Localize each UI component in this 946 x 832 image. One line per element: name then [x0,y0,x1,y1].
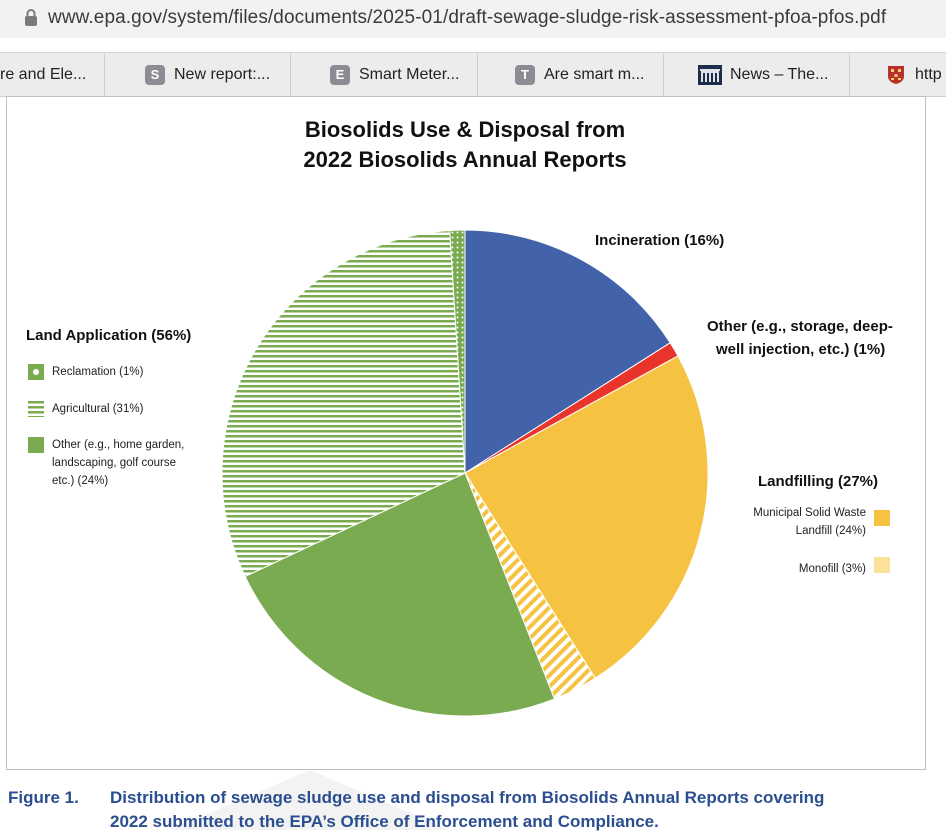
bookmark-item[interactable]: re and Ele... [0,53,105,96]
reclamation-swatch [28,364,44,380]
other-land-legend-label: Other (e.g., home garden, landscaping, g… [52,436,184,490]
bookmark-label: re and Ele... [0,65,87,83]
monofill-swatch [874,557,890,573]
pie-slice-agricultural-5 [221,229,466,578]
other-disposal-label-line2: well injection, etc.) (1%) [716,341,886,358]
bookmark-label: http [915,65,942,83]
bookmark-label: Are smart m... [544,65,645,83]
bookmark-item[interactable]: S New report:... [105,53,291,96]
bookmark-label: News – The... [730,65,829,83]
chart-title-line2: 2022 Biosolids Annual Reports [303,147,627,172]
bookmarks-bar: re and Ele... S New report:... E Smart M… [0,52,946,97]
favicon-icon: E [330,64,350,85]
address-bar[interactable]: www.epa.gov/system/files/documents/2025-… [0,0,946,38]
reclamation-legend-label: Reclamation (1%) [52,366,144,378]
bookmark-item[interactable]: T Are smart m... [479,53,664,96]
monofill-legend-label: Monofill (3%) [798,563,866,575]
agricultural-legend-label: Agricultural (31%) [52,403,144,415]
pie-slice-municipal-2 [464,355,709,679]
other-land-swatch [28,437,44,453]
incineration-label: Incineration (16%) [595,232,725,249]
crest-icon [888,65,904,84]
favicon-icon: T [515,64,535,85]
land-application-heading: Land Application (56%) [26,327,192,344]
watermark-shape [170,770,450,830]
other-land-line3: etc.) (24%) [52,475,109,487]
other-land-line1: Other (e.g., home garden, [52,439,185,451]
pie-slice-reclamation-6 [449,229,466,474]
other-land-line2: landscaping, golf course [52,457,177,469]
figure-number: Figure 1. [8,788,79,807]
landfilling-heading: Landfilling (27%) [758,473,878,490]
bookmark-label: Smart Meter... [359,65,460,83]
msw-legend-line2: Landfill (24%) [795,525,866,537]
bookmark-item[interactable]: News – The... [665,53,850,96]
msw-legend-label: Municipal Solid Waste Landfill (24%) [732,504,866,540]
bookmark-label: New report:... [174,65,271,83]
url-text[interactable]: www.epa.gov/system/files/documents/2025-… [48,7,887,28]
bookmark-item[interactable]: http [851,53,946,96]
bookmark-item[interactable]: E Smart Meter... [292,53,478,96]
favicon-icon: S [145,64,165,85]
pie-slice-other-4 [244,472,556,717]
msw-swatch [874,510,890,526]
caption-line2: 2022 submitted to the EPA’s Office of En… [110,812,659,831]
pie-slice-incineration-0 [464,229,671,474]
chart-title-line1: Biosolids Use & Disposal from [304,117,626,142]
caption-line1: Distribution of sewage sludge use and di… [110,788,825,807]
building-icon [698,64,722,85]
msw-legend-line1: Municipal Solid Waste [753,507,866,519]
agricultural-swatch [28,401,44,417]
lock-icon [25,9,37,26]
other-disposal-label-line1: Other (e.g., storage, deep- [707,318,893,335]
